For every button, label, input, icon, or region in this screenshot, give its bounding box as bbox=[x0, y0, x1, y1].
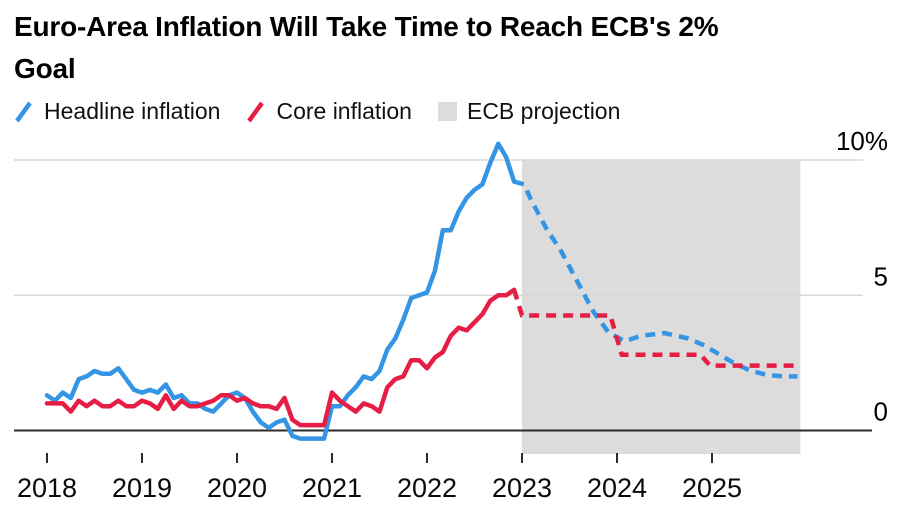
x-axis-label-2023: 2023 bbox=[492, 473, 552, 503]
projection-band-icon bbox=[437, 102, 457, 121]
legend-item-projection: ECB projection bbox=[437, 98, 621, 125]
ecb-projection-band bbox=[522, 160, 801, 454]
legend-label-projection: ECB projection bbox=[466, 98, 621, 124]
legend-item-core: Core inflation bbox=[246, 98, 412, 125]
legend-item-headline: Headline inflation bbox=[14, 98, 220, 125]
headline-inflation-projection-line bbox=[513, 179, 798, 379]
core-line-icon bbox=[247, 101, 265, 122]
chart-title-line2: Goal bbox=[14, 53, 76, 84]
legend-label-headline: Headline inflation bbox=[44, 98, 221, 124]
core-inflation-projection-line bbox=[511, 289, 798, 368]
x-axis-label-2024: 2024 bbox=[587, 473, 647, 503]
y-axis-label-10: 10% bbox=[836, 127, 888, 156]
headline-inflation-line bbox=[44, 141, 517, 441]
y-axis-label-5: 5 bbox=[874, 261, 888, 291]
legend: Headline inflation Core inflation ECB pr… bbox=[14, 98, 900, 125]
x-axis-label-2022: 2022 bbox=[397, 473, 457, 503]
chart-title: Euro-Area Inflation Will Take Time to Re… bbox=[0, 0, 900, 90]
legend-label-core: Core inflation bbox=[276, 98, 412, 124]
chart-canvas: 10% 5 0 2018 2019 2020 2021 2022 2023 2024 2025 bbox=[14, 127, 888, 503]
y-axis-label-0: 0 bbox=[874, 397, 888, 427]
chart-title-line1: Euro-Area Inflation Will Take Time to Re… bbox=[14, 11, 719, 42]
core-inflation-line bbox=[44, 287, 517, 428]
x-axis-label-2020: 2020 bbox=[207, 473, 267, 503]
x-axis-label-2021: 2021 bbox=[302, 473, 362, 503]
x-axis-label-2018: 2018 bbox=[17, 473, 77, 503]
x-axis-label-2025: 2025 bbox=[682, 473, 742, 503]
headline-line-icon bbox=[15, 101, 32, 122]
inflation-chart: 10% 5 0 2018 2019 2020 2021 2022 2023 2024 2025 bbox=[0, 127, 900, 511]
x-axis-label-2019: 2019 bbox=[112, 473, 172, 503]
